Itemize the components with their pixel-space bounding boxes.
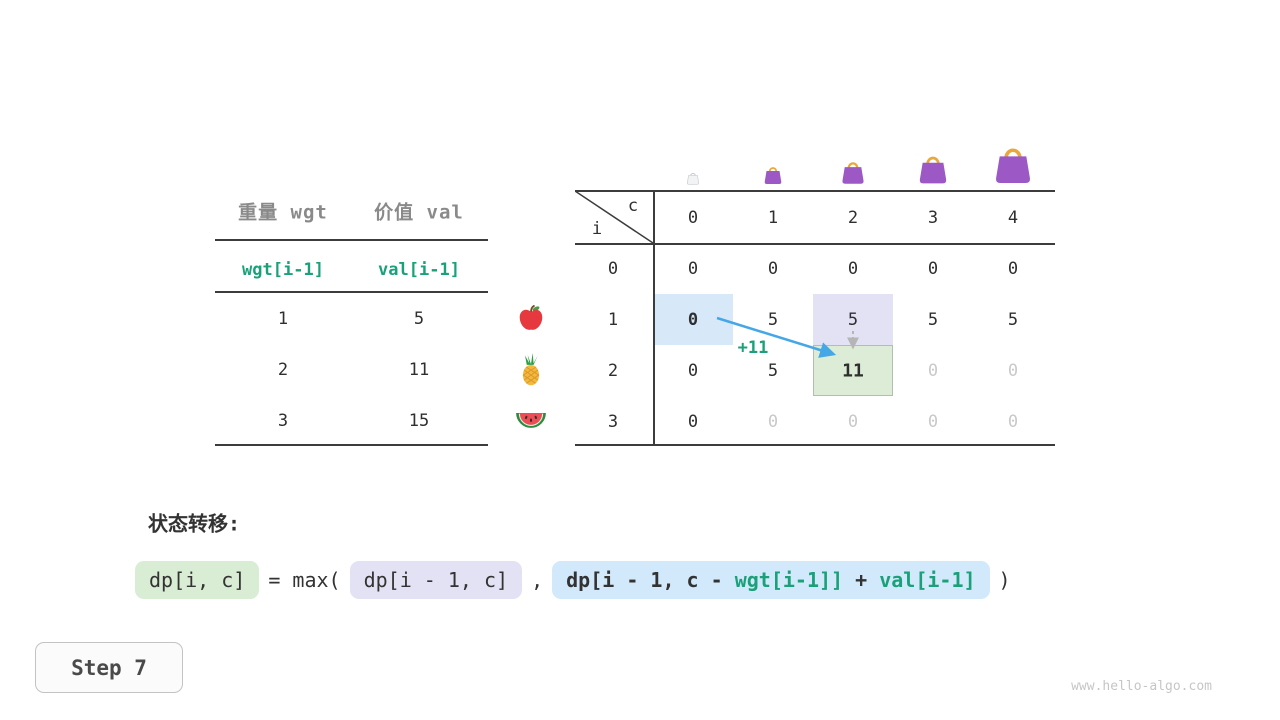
dp-table-bottom-line [575, 444, 1055, 446]
item-row-0-wgt: 1 [277, 309, 289, 329]
dp-col-header-1: 1 [767, 208, 779, 228]
dp-table-top-line [575, 190, 1055, 192]
dp-cell-0-3: 0 [927, 259, 939, 279]
dp-cell-2-1: 5 [767, 361, 779, 381]
dp-cell-0-4: 0 [1007, 259, 1019, 279]
dp-table-vertical-line [653, 190, 655, 446]
transition-formula: dp[i, c] = max( dp[i - 1, c] , dp[i - 1,… [135, 561, 1011, 599]
bag-icon-capacity-0 [686, 170, 700, 185]
dp-cell-0-2: 0 [847, 259, 859, 279]
dp-row-header-3: 3 [607, 412, 619, 432]
dp-cell-2-4: 0 [1007, 361, 1019, 381]
dp-corner-diagonal [575, 190, 654, 244]
dp-corner-row-label: i [591, 219, 603, 239]
dp-col-header-2: 2 [847, 208, 859, 228]
formula-arg2-wgt: wgt[i-1]] [734, 568, 844, 592]
bag-icon-capacity-1 [763, 163, 783, 185]
items-formula-wgt: wgt[i-1] [242, 260, 324, 280]
dp-col-header-0: 0 [687, 208, 699, 228]
item-row-0-val: 5 [413, 309, 425, 329]
dp-cell-1-4: 5 [1007, 310, 1019, 330]
formula-separator: , [531, 568, 544, 592]
pineapple-icon [518, 353, 544, 387]
formula-arg2-val: val[i-1] [879, 568, 976, 592]
dp-cell-2-0: 0 [687, 361, 699, 381]
dp-cell-2-3: 0 [927, 361, 939, 381]
step-badge: Step 7 [35, 642, 183, 693]
dp-cell-0-1: 0 [767, 259, 779, 279]
dp-table: c i 0 1 2 3 4 0 1 2 3 0 0 0 0 0 0 5 5 5 … [575, 190, 1055, 446]
item-row-2-wgt: 3 [277, 411, 289, 431]
step-label: Step 7 [71, 655, 147, 680]
formula-lhs-box: dp[i, c] [135, 561, 260, 599]
dp-cell-3-1: 0 [767, 412, 779, 432]
transition-heading: 状态转移: [148, 511, 241, 536]
dp-table-header-line [575, 243, 1055, 245]
dp-corner-col-label: c [627, 196, 639, 216]
dp-cell-3-0: 0 [687, 412, 699, 432]
watermark: www.hello-algo.com [1071, 679, 1212, 694]
dp-cell-1-3: 5 [927, 310, 939, 330]
items-table-mid-line [215, 291, 488, 293]
dp-cell-2-2: 11 [842, 360, 864, 382]
items-col-header-wgt: 重量 wgt [238, 201, 328, 224]
dp-col-header-4: 4 [1007, 208, 1019, 228]
dp-arrow-value-label: +11 [737, 338, 769, 358]
dp-cell-1-1: 5 [767, 310, 779, 330]
formula-arg2-part1: dp[i - 1, c - [566, 568, 735, 592]
formula-arg2-plus: + [843, 568, 880, 592]
formula-operator: = max( [268, 568, 341, 592]
items-table-bottom-line [215, 444, 488, 446]
dp-cell-0-0: 0 [687, 259, 699, 279]
item-row-2-val: 15 [408, 411, 430, 431]
dp-cell-3-3: 0 [927, 412, 939, 432]
dp-cell-3-4: 0 [1007, 412, 1019, 432]
dp-row-header-1: 1 [607, 310, 619, 330]
dp-cell-1-2: 5 [847, 310, 859, 330]
dp-cell-1-0: 0 [687, 310, 699, 330]
items-formula-val: val[i-1] [378, 260, 460, 280]
dp-cell-3-2: 0 [847, 412, 859, 432]
bag-icon-capacity-2 [840, 157, 866, 185]
item-row-1-val: 11 [408, 360, 430, 380]
watermelon-icon [515, 411, 547, 432]
formula-arg2-box: dp[i - 1, c - wgt[i-1]] + val[i-1] [552, 561, 990, 599]
bag-icon-capacity-3 [917, 150, 949, 185]
formula-close-paren: ) [998, 568, 1011, 592]
apple-icon [516, 303, 546, 333]
dp-row-header-0: 0 [607, 259, 619, 279]
dp-row-header-2: 2 [607, 361, 619, 381]
formula-arg1-box: dp[i - 1, c] [349, 561, 523, 599]
items-col-header-val: 价值 val [374, 201, 464, 224]
item-row-1-wgt: 2 [277, 360, 289, 380]
dp-col-header-3: 3 [927, 208, 939, 228]
items-table-header-line [215, 239, 488, 241]
bag-icon-capacity-4 [992, 140, 1034, 185]
